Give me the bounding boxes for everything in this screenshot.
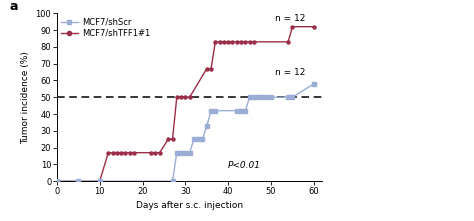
X-axis label: Days after s.c. injection: Days after s.c. injection [136,201,243,210]
Y-axis label: Tumor incidence (%): Tumor incidence (%) [21,51,30,144]
Text: n = 12: n = 12 [275,14,306,23]
Text: P<0.01: P<0.01 [228,161,261,170]
Legend: MCF7/shScr, MCF7/shTFF1#1: MCF7/shScr, MCF7/shTFF1#1 [61,17,150,38]
Text: n = 12: n = 12 [275,68,306,77]
Text: a: a [9,0,18,13]
